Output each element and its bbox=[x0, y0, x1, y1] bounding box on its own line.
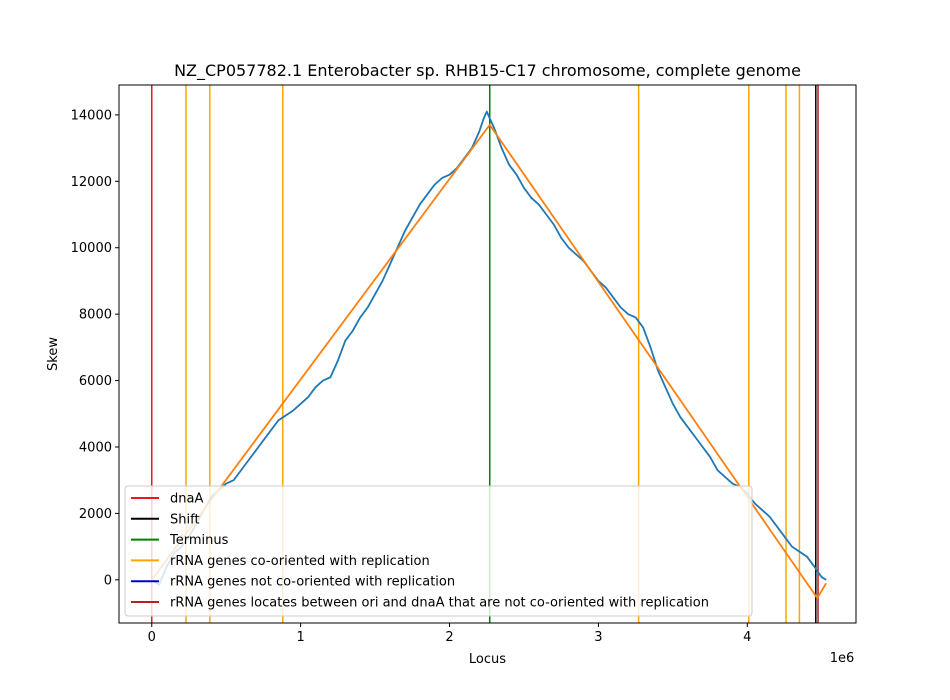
x-axis-label: Locus bbox=[469, 652, 506, 667]
y-tick-label-0: 0 bbox=[104, 573, 112, 588]
chart-title: NZ_CP057782.1 Enterobacter sp. RHB15-C17… bbox=[174, 61, 801, 81]
legend-label-5: rRNA genes locates between ori and dnaA … bbox=[170, 596, 709, 611]
y-tick-label-1: 2000 bbox=[79, 507, 112, 522]
series-line-1 bbox=[151, 123, 827, 599]
legend-label-2: Terminus bbox=[169, 533, 229, 548]
x-tick-label-2: 2 bbox=[445, 630, 453, 645]
y-tick-label-6: 12000 bbox=[71, 175, 112, 190]
y-axis: 0 2000 4000 6000 8000 10000 12000 14000 bbox=[71, 108, 119, 588]
legend-label-1: Shift bbox=[170, 512, 200, 527]
marker-lines bbox=[151, 85, 819, 623]
y-tick-label-7: 14000 bbox=[71, 108, 112, 123]
legend-box bbox=[124, 485, 753, 617]
y-tick-label-4: 8000 bbox=[79, 308, 112, 323]
series-line-0 bbox=[151, 110, 827, 586]
legend: dnaA Shift Terminus rRNA genes co-oriented … bbox=[124, 485, 753, 617]
plot-frame bbox=[118, 84, 857, 624]
x-tick-label-1: 1 bbox=[297, 630, 305, 645]
legend-label-4: rRNA genes not co-oriented with replicat… bbox=[170, 575, 455, 590]
plot-area bbox=[118, 84, 857, 624]
x-axis: 0 1 2 3 4 bbox=[148, 623, 751, 645]
legend-label-3: rRNA genes co-oriented with replication bbox=[170, 554, 430, 569]
y-axis-label: Skew bbox=[46, 337, 61, 371]
y-tick-label-3: 6000 bbox=[79, 374, 112, 389]
x-multiplier-label: 1e6 bbox=[830, 651, 855, 666]
legend-label-0: dnaA bbox=[170, 492, 203, 507]
x-tick-label-3: 3 bbox=[594, 630, 602, 645]
series-lines bbox=[151, 110, 827, 599]
y-tick-label-5: 10000 bbox=[71, 241, 112, 256]
y-tick-label-2: 4000 bbox=[79, 440, 112, 455]
x-tick-label-4: 4 bbox=[743, 630, 751, 645]
x-tick-label-0: 0 bbox=[148, 630, 156, 645]
